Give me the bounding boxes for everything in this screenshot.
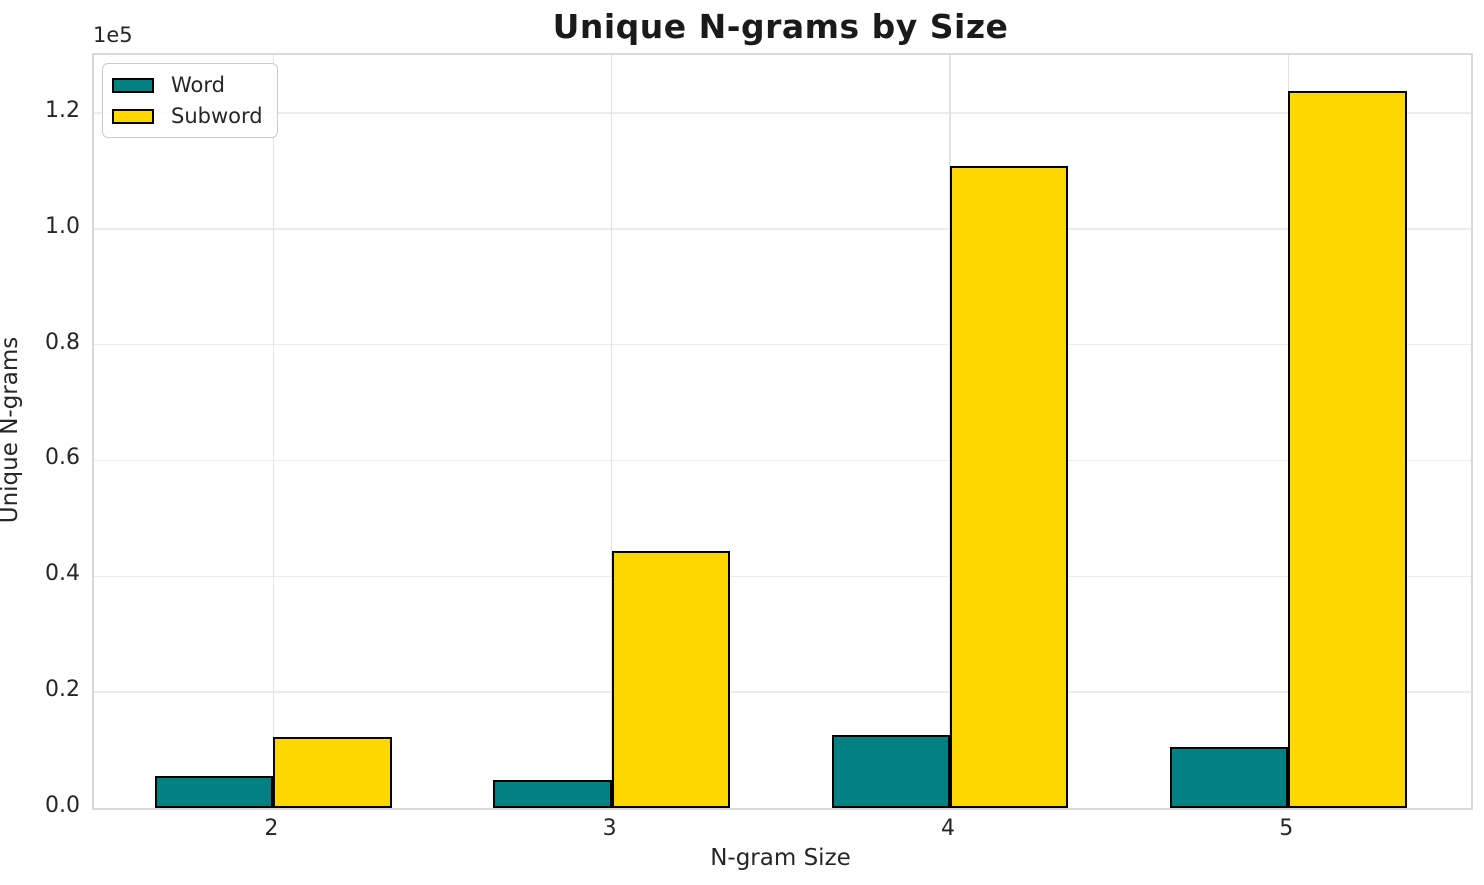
y-tick-label: 0.6 xyxy=(45,445,80,471)
word-bar xyxy=(493,779,612,808)
y-tick-label: 0.4 xyxy=(45,561,80,587)
subword-bar xyxy=(949,166,1069,808)
y-axis-offset-text: 1e5 xyxy=(93,23,133,47)
x-tick-label: 2 xyxy=(264,816,279,841)
y-tick-label: 0.8 xyxy=(45,329,80,355)
h-gridline xyxy=(94,459,1471,462)
v-gridline xyxy=(610,55,613,808)
h-gridline xyxy=(94,112,1471,114)
x-tick-label: 5 xyxy=(1279,816,1294,841)
word-bar xyxy=(831,735,950,808)
plot-area xyxy=(92,53,1473,810)
chart-title: Unique N-grams by Size xyxy=(552,7,1009,46)
legend: Word Subword xyxy=(102,63,278,138)
h-gridline xyxy=(94,228,1471,230)
h-gridline xyxy=(94,575,1471,578)
v-gridline xyxy=(272,55,275,808)
y-tick-label: 0.0 xyxy=(45,793,80,818)
x-tick-label: 4 xyxy=(940,816,955,841)
h-gridline xyxy=(94,691,1471,693)
subword-series-swatch-icon xyxy=(112,108,154,124)
legend-entry-subword: Subword xyxy=(112,103,263,129)
subword-bar xyxy=(273,737,392,808)
subword-bar xyxy=(1288,91,1407,808)
h-gridline xyxy=(94,343,1471,346)
legend-label-subword: Subword xyxy=(171,104,263,128)
x-tick-label: 3 xyxy=(602,816,617,841)
y-tick-label: 1.0 xyxy=(45,213,80,239)
y-tick-label: 0.2 xyxy=(45,677,80,703)
word-bar xyxy=(1169,747,1289,808)
word-bar xyxy=(154,775,274,808)
legend-entry-word: Word xyxy=(112,72,263,98)
x-axis-label: N-gram Size xyxy=(710,845,851,871)
y-axis-label: Unique N-grams xyxy=(0,336,23,524)
legend-label-word: Word xyxy=(171,73,225,97)
subword-bar xyxy=(611,551,731,808)
word-series-swatch-icon xyxy=(112,77,154,93)
y-tick-label: 1.2 xyxy=(45,97,80,123)
